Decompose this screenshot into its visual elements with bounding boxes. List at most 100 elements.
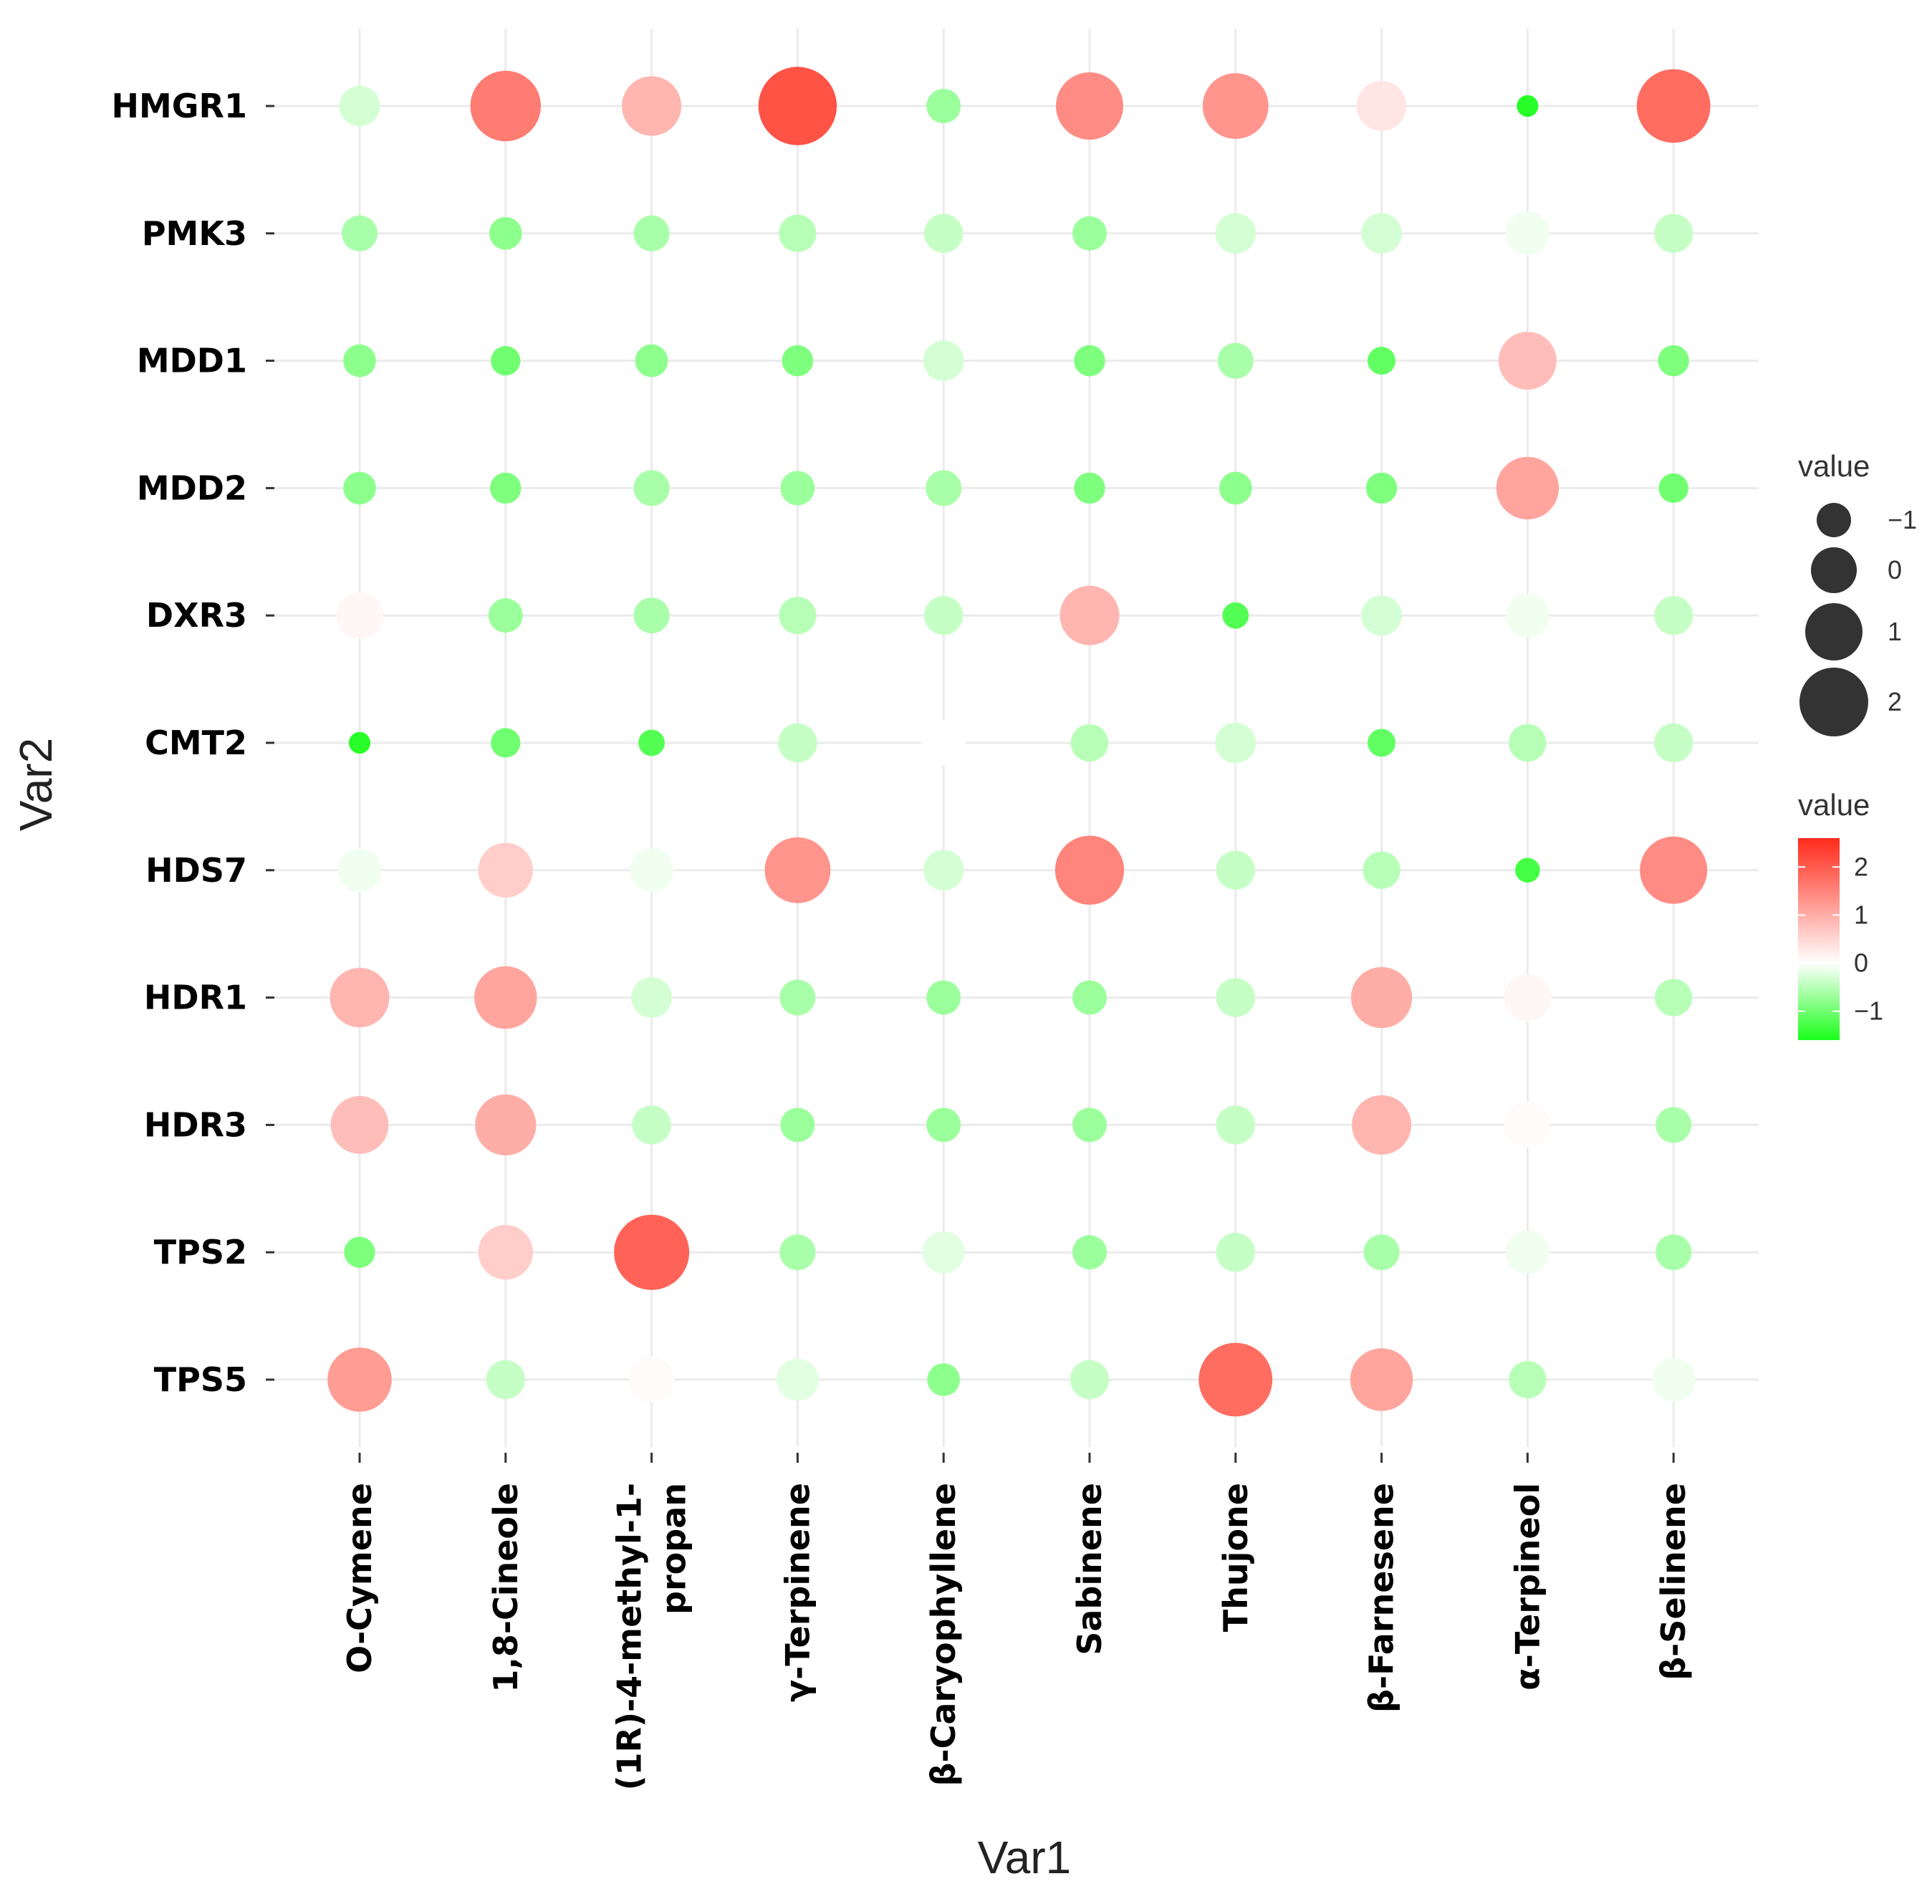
bubble-hds7-5 — [1054, 835, 1125, 905]
bubble-dxr3-2 — [633, 597, 670, 634]
bubble-tps2-6 — [1216, 1233, 1256, 1272]
size-legend-key — [1799, 668, 1868, 736]
bubble-hds7-2 — [630, 848, 674, 893]
y-axis-labels: HMGR1 PMK3 MDD1 MDD2 DXR3 CMT2 HDS7 HDR1 HDR3 TPS… — [112, 87, 247, 1399]
bubble-tps2-8 — [1505, 1230, 1549, 1274]
bubble-hdr1-2 — [631, 977, 672, 1018]
color-legend: value 2 1 0 −1 — [1798, 788, 1883, 1040]
bubble-cmt2-6 — [1215, 722, 1256, 764]
bubble-dxr3-6 — [1222, 602, 1249, 629]
x-tick-label-line: propan — [655, 1483, 693, 1615]
bubble-hmgr1-6 — [1202, 73, 1269, 139]
bubble-hds7-8 — [1515, 857, 1540, 883]
bubble-pmk3-2 — [633, 215, 670, 251]
size-legend-label: 1 — [1888, 617, 1902, 646]
bubble-mdd1-6 — [1217, 342, 1254, 379]
bubble-mdd2-2 — [633, 470, 670, 506]
bubble-pmk3-9 — [1654, 213, 1693, 253]
x-tick-label-line: β-Caryophyllene — [924, 1483, 963, 1786]
bubble-dxr3-7 — [1361, 595, 1402, 636]
bubble-hdr3-1 — [475, 1094, 537, 1155]
bubble-tps5-5 — [1070, 1360, 1110, 1400]
bubble-dxr3-4 — [924, 596, 963, 635]
y-tick-label: TPS2 — [154, 1233, 247, 1271]
bubble-hds7-6 — [1216, 850, 1256, 890]
bubble-pmk3-4 — [924, 213, 963, 253]
bubble-dxr3-5 — [1059, 585, 1120, 645]
bubble-mdd2-7 — [1365, 472, 1398, 504]
bubble-tps2-9 — [1655, 1234, 1692, 1271]
bubble-mdd1-0 — [343, 344, 376, 378]
bubble-pmk3-0 — [342, 215, 378, 251]
y-tick-label: PMK3 — [142, 214, 247, 253]
x-tick-label: O-Cymene — [340, 1483, 379, 1673]
size-legend: value −1 0 1 2 — [1798, 449, 1917, 736]
bubble-tps5-7 — [1350, 1348, 1413, 1411]
bubble-tps5-6 — [1198, 1342, 1273, 1417]
color-legend-label: 2 — [1854, 852, 1868, 881]
bubble-hmgr1-4 — [926, 89, 961, 123]
y-tick-label: HMGR1 — [112, 87, 247, 125]
bubble-hmgr1-3 — [758, 67, 837, 145]
x-tick-label: 1,8-Cineole — [486, 1483, 525, 1693]
bubble-dxr3-1 — [488, 598, 523, 633]
bubble-cmt2-0 — [348, 731, 371, 754]
x-tick-label-line: γ-Terpinene — [778, 1483, 817, 1702]
bubble-tps2-0 — [344, 1236, 375, 1268]
bubble-pmk3-5 — [1072, 216, 1107, 251]
bubble-tps5-3 — [777, 1358, 819, 1401]
bubble-hdr3-0 — [330, 1096, 389, 1154]
bubble-tps2-1 — [478, 1225, 533, 1280]
y-tick-label: MDD2 — [137, 468, 247, 507]
bubble-hmgr1-8 — [1517, 95, 1539, 117]
bubble-dxr3-0 — [336, 592, 383, 639]
bubble-mdd1-3 — [782, 345, 814, 377]
bubble-tps5-1 — [486, 1360, 525, 1400]
bubble-cmt2-7 — [1368, 729, 1396, 757]
bubble-hdr3-9 — [1655, 1107, 1692, 1143]
bubble-tps2-2 — [614, 1214, 690, 1290]
bubble-mdd2-8 — [1496, 456, 1559, 520]
size-legend-label: 2 — [1888, 687, 1902, 716]
size-legend-title: value — [1798, 449, 1870, 483]
bubble-mdd2-3 — [780, 471, 815, 506]
bubble-hds7-4 — [923, 850, 964, 891]
size-legend-key — [1817, 503, 1851, 537]
bubble-mdd1-4 — [923, 340, 964, 381]
color-legend-label: 1 — [1854, 900, 1868, 929]
bubble-hdr1-5 — [1072, 980, 1107, 1015]
x-axis-title: Var1 — [978, 1832, 1071, 1883]
bubble-hdr3-8 — [1504, 1102, 1551, 1148]
bubble-cmt2-9 — [1654, 723, 1693, 763]
x-tick-label-line: 1,8-Cineole — [486, 1483, 525, 1693]
x-tick-label: (1R)-4-methyl-1- propan — [610, 1483, 693, 1790]
y-tick-label: HDR3 — [144, 1105, 247, 1144]
x-tick-label: β-Caryophyllene — [924, 1483, 963, 1786]
x-tick-label-line: Thujone — [1216, 1483, 1255, 1632]
bubble-tps5-4 — [927, 1363, 960, 1396]
bubble-tps5-2 — [628, 1356, 675, 1403]
bubble-hds7-7 — [1363, 851, 1400, 889]
x-tick-label-line: Sabinene — [1070, 1483, 1109, 1655]
bubble-hdr1-4 — [926, 980, 961, 1015]
bubble-hdr1-0 — [330, 968, 390, 1028]
bubble-pmk3-7 — [1361, 213, 1402, 254]
bubble-hmgr1-5 — [1056, 72, 1123, 140]
bubble-cmt2-1 — [491, 728, 521, 758]
bubble-cmt2-3 — [778, 723, 817, 763]
x-tick-label-line: α-Terpineol — [1508, 1483, 1547, 1691]
bubble-tps5-8 — [1509, 1360, 1547, 1399]
x-axis-labels: O-Cymene 1,8-Cineole (1R)-4-methyl-1- propa… — [340, 1483, 1693, 1790]
y-tick-label: CMT2 — [145, 723, 247, 762]
x-tick-label-line: β-Farnesene — [1363, 1483, 1401, 1713]
bubble-mdd1-1 — [491, 346, 521, 376]
y-tick-label: HDS7 — [145, 851, 247, 890]
bubble-pmk3-6 — [1215, 213, 1256, 254]
x-tick-label: α-Terpineol — [1508, 1483, 1547, 1691]
bubble-tps2-7 — [1363, 1234, 1400, 1271]
bubble-hdr1-8 — [1504, 973, 1552, 1021]
bubble-mdd2-6 — [1219, 471, 1252, 505]
bubble-hdr3-6 — [1216, 1105, 1256, 1145]
